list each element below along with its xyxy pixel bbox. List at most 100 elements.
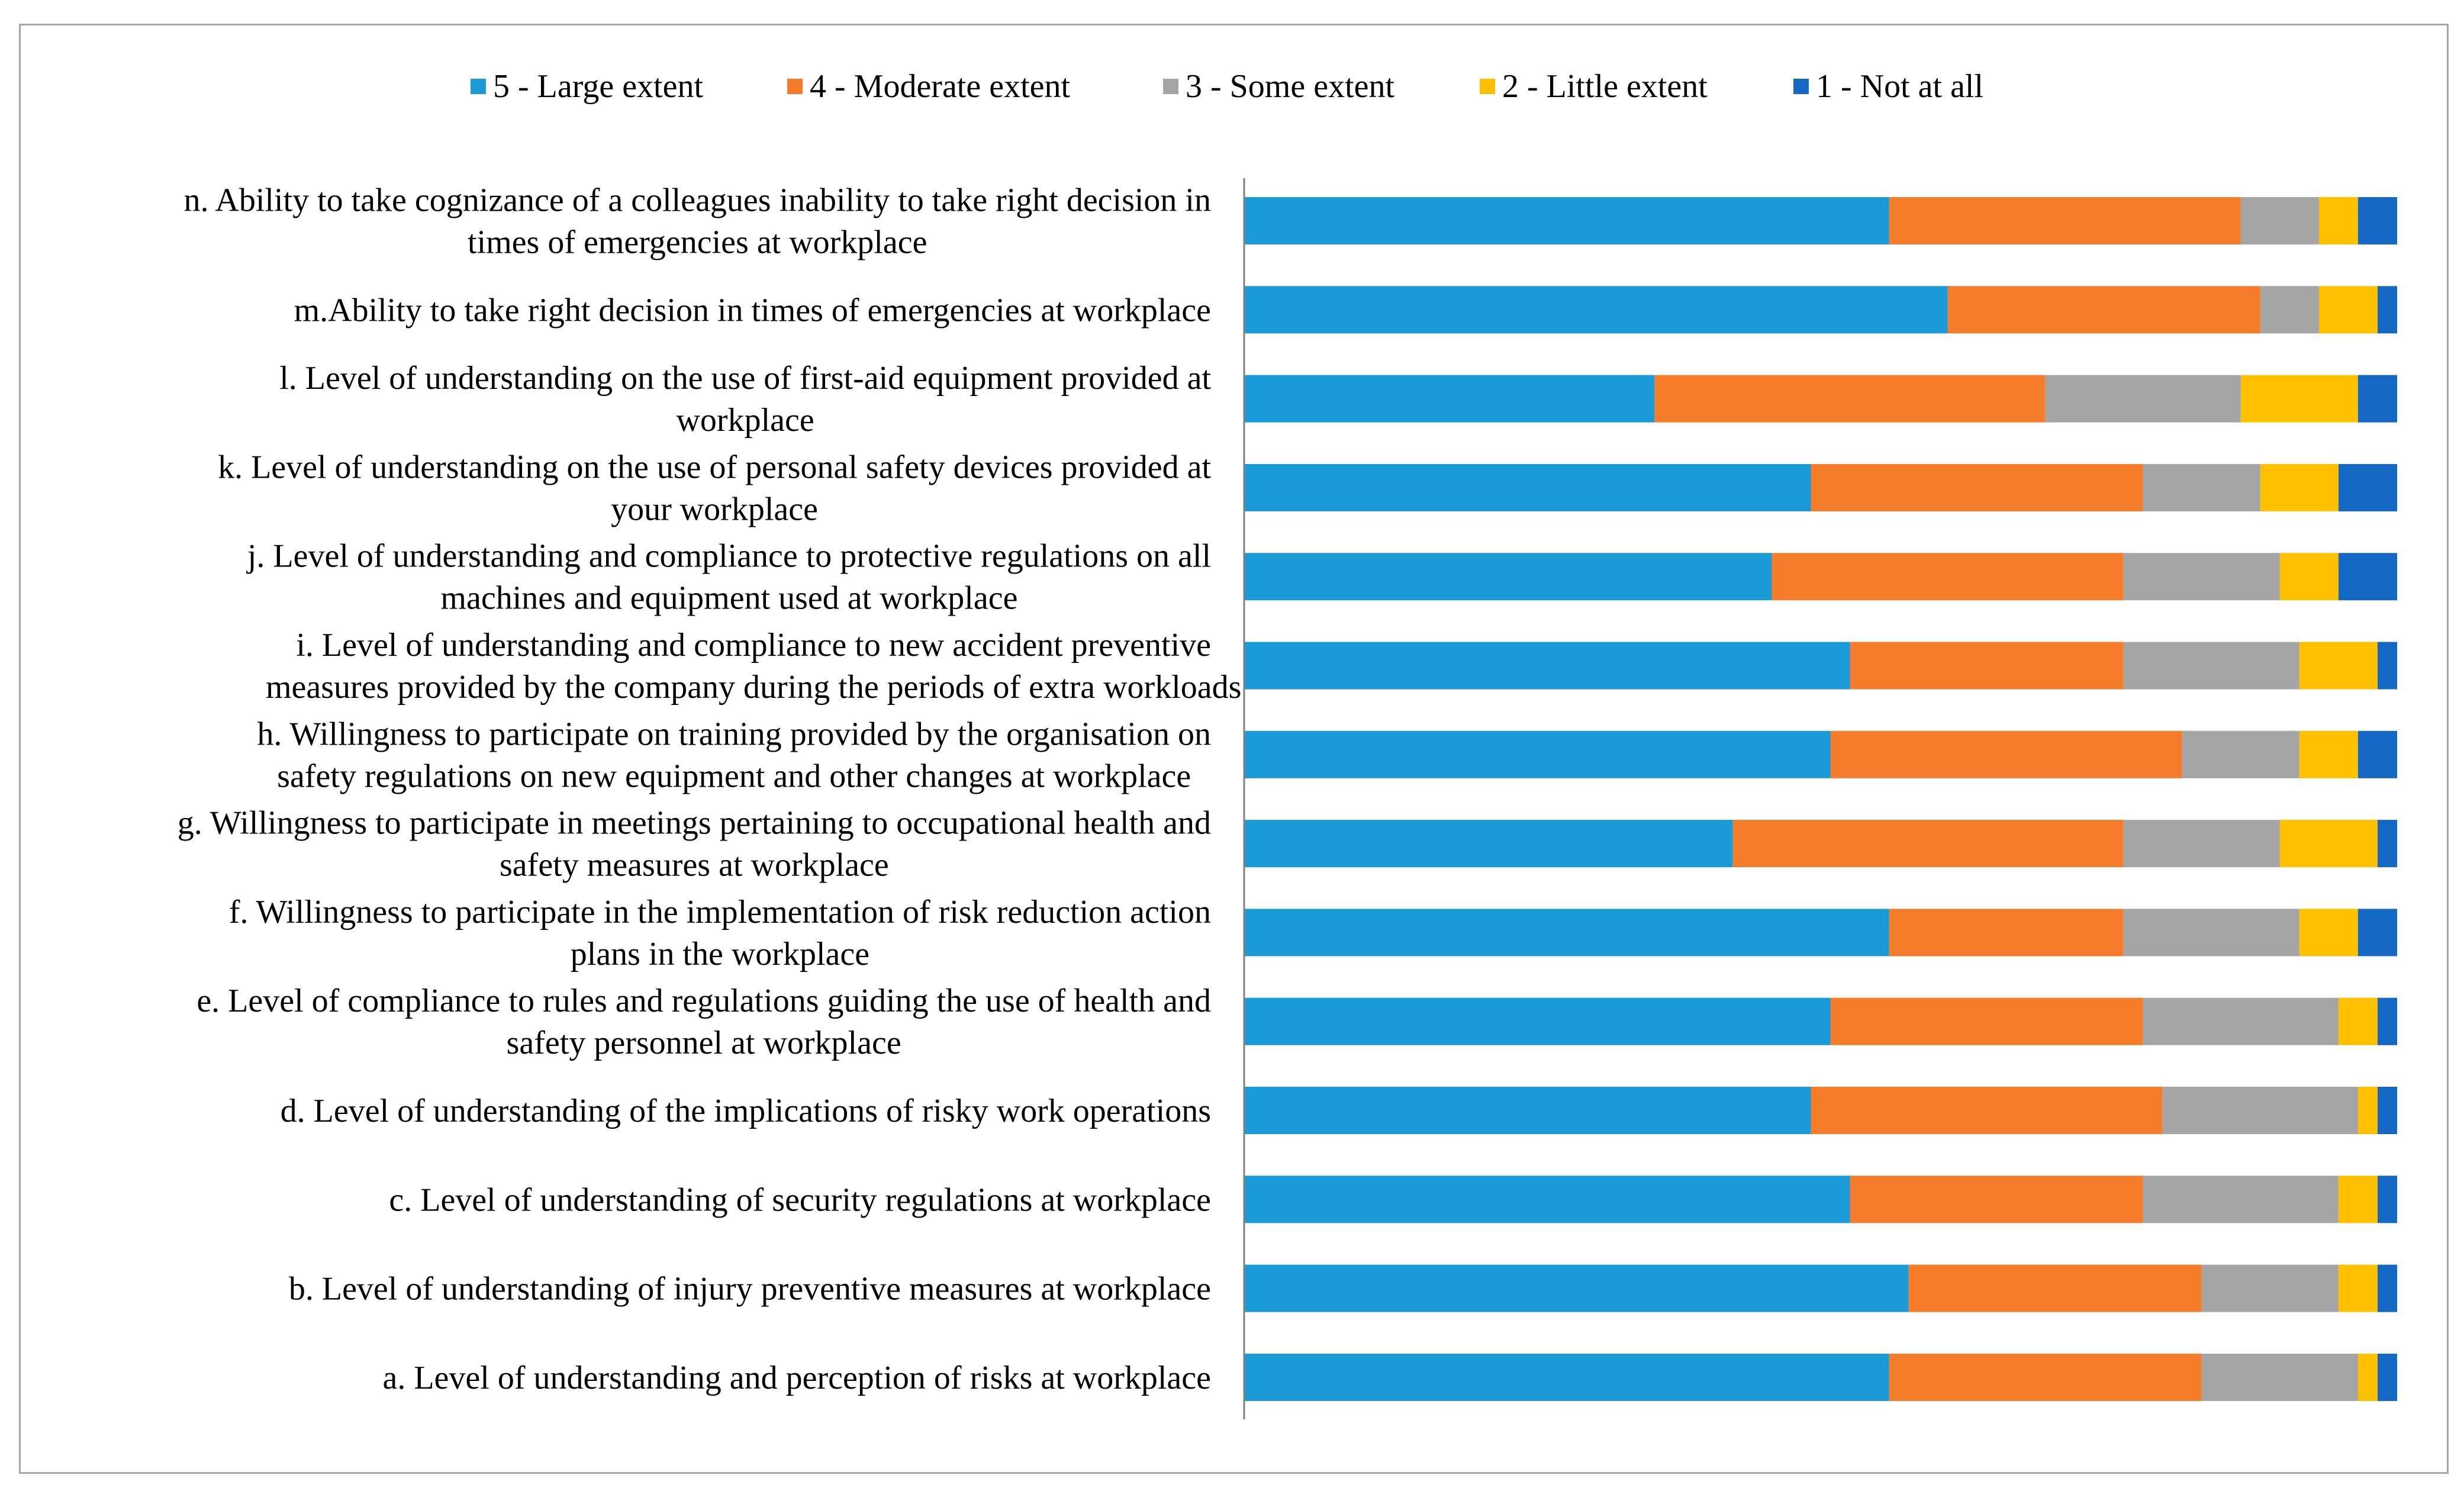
bar-segment	[1244, 1176, 1850, 1223]
legend-label: 5 - Large extent	[493, 68, 703, 105]
category-label: c. Level of understanding of security re…	[389, 1181, 1211, 1218]
bar-segment	[2357, 375, 2397, 423]
legend-label: 4 - Moderate extent	[810, 68, 1070, 105]
bar-segment	[2357, 1353, 2378, 1401]
bar-segment	[1811, 463, 2143, 511]
bar-segment	[1830, 997, 2143, 1045]
bar-segment	[2377, 1353, 2397, 1401]
bar-segment	[1244, 997, 1831, 1045]
category-label: safety regulations on new equipment and …	[277, 758, 1191, 794]
bar-segment	[2357, 730, 2397, 778]
category-label: g. Willingness to participate in meeting…	[178, 805, 1211, 842]
bar-segment	[1771, 553, 2124, 601]
bar-segment	[1908, 1264, 2202, 1312]
bar-segment	[1889, 1353, 2202, 1401]
category-label: h. Willingness to participate on trainin…	[257, 716, 1211, 752]
legend-label: 1 - Not at all	[1816, 68, 1983, 105]
category-label: i. Level of understanding and compliance…	[296, 627, 1211, 664]
bar-segment	[1850, 642, 2124, 690]
bar-segment	[2338, 463, 2397, 511]
bar-segment	[1244, 463, 1811, 511]
bar-segment	[2338, 553, 2397, 601]
bar-segment	[2123, 553, 2280, 601]
category-label: e. Level of compliance to rules and regu…	[197, 983, 1211, 1019]
bar-segment	[2377, 1264, 2397, 1312]
bar-segment	[1244, 1353, 1889, 1401]
bar-segment	[2279, 820, 2378, 868]
bar-segment	[1244, 642, 1850, 690]
bar-segment	[2201, 1264, 2339, 1312]
bar-segment	[1947, 286, 2260, 334]
category-label: a. Level of understanding and perception…	[382, 1360, 1211, 1396]
bar-segment	[2377, 286, 2397, 334]
category-label: k. Level of understanding on the use of …	[218, 449, 1211, 485]
legend-label: 2 - Little extent	[1502, 68, 1708, 105]
bar-segment	[2182, 730, 2299, 778]
category-label: machines and equipment used at workplace	[440, 580, 1017, 617]
bar-segment	[2123, 909, 2299, 957]
bar-segment	[1244, 375, 1655, 423]
bar-segment	[2260, 463, 2339, 511]
category-label: your workplace	[611, 491, 818, 527]
bar-segment	[1244, 730, 1831, 778]
category-label: j. Level of understanding and compliance…	[246, 538, 1211, 575]
bar-segment	[1732, 820, 2124, 868]
category-label: m.Ability to take right decision in time…	[294, 292, 1211, 329]
category-label: safety measures at workplace	[500, 847, 889, 884]
bar-segment	[2338, 997, 2378, 1045]
legend-swatch	[1480, 79, 1495, 94]
bar-segment	[1244, 820, 1733, 868]
bar-segment	[2318, 286, 2378, 334]
bars	[1244, 197, 2397, 1401]
chart-frame	[19, 24, 2449, 1474]
legend-swatch	[787, 79, 803, 94]
bar-segment	[2143, 463, 2260, 511]
bar-segment	[2045, 375, 2241, 423]
bar-segment	[2299, 730, 2358, 778]
category-label: d. Level of understanding of the implica…	[281, 1093, 1211, 1129]
bar-segment	[2377, 1176, 2397, 1223]
bar-segment	[2377, 1087, 2397, 1134]
bar-segment	[1244, 553, 1772, 601]
bar-segment	[1889, 909, 2124, 957]
bar-segment	[1244, 197, 1889, 244]
legend: 5 - Large extent 4 - Moderate extent 3 - S…	[471, 68, 1983, 105]
bar-segment	[2377, 997, 2397, 1045]
bar-segment	[2162, 1087, 2358, 1134]
legend-swatch	[471, 79, 486, 94]
category-labels: n. Ability to take cognizance of a colle…	[178, 182, 1242, 1396]
bar-segment	[1850, 1176, 2143, 1223]
legend-swatch	[1163, 79, 1178, 94]
bar-segment	[2240, 197, 2319, 244]
bar-segment	[2338, 1176, 2378, 1223]
category-label: n. Ability to take cognizance of a colle…	[183, 182, 1211, 219]
bar-segment	[1830, 730, 2182, 778]
category-label: times of emergencies at workplace	[468, 224, 927, 261]
bar-segment	[2338, 1264, 2378, 1312]
legend-label: 3 - Some extent	[1186, 68, 1394, 105]
bar-segment	[2357, 909, 2397, 957]
bar-segment	[2377, 820, 2397, 868]
bar-segment	[2143, 997, 2339, 1045]
bar-segment	[2357, 197, 2397, 244]
bar-segment	[2318, 197, 2358, 244]
bar-segment	[1244, 1087, 1811, 1134]
category-label: plans in the workplace	[571, 936, 869, 973]
bar-segment	[2240, 375, 2358, 423]
bar-segment	[2299, 909, 2358, 957]
bar-segment	[2299, 642, 2378, 690]
category-label: f. Willingness to participate in the imp…	[229, 894, 1211, 930]
category-label: workplace	[676, 402, 814, 439]
bar-segment	[2377, 642, 2397, 690]
category-label: safety personnel at workplace	[507, 1025, 901, 1061]
bar-segment	[2123, 642, 2299, 690]
bar-segment	[2123, 820, 2280, 868]
category-label: l. Level of understanding on the use of …	[279, 360, 1211, 397]
bar-segment	[2260, 286, 2319, 334]
bar-segment	[1889, 197, 2241, 244]
bar-segment	[1244, 909, 1889, 957]
bar-segment	[2279, 553, 2339, 601]
bar-segment	[2357, 1087, 2378, 1134]
bar-segment	[2201, 1353, 2358, 1401]
